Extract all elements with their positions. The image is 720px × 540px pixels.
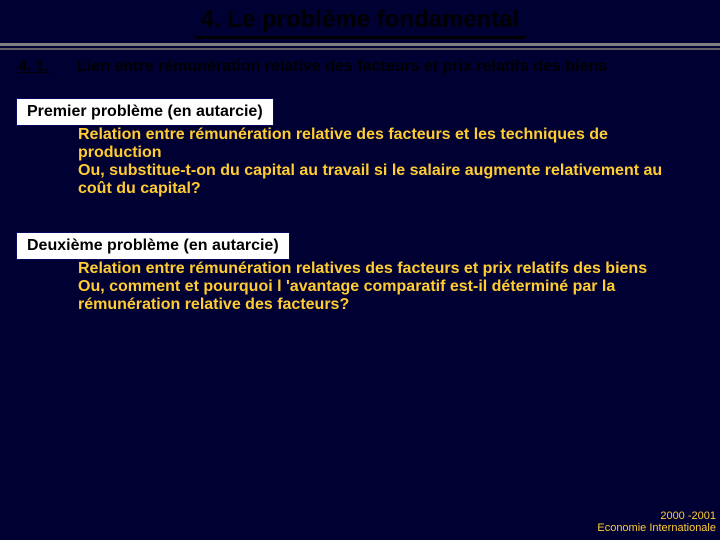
slide-title: 4. Le problème fondamental bbox=[195, 6, 526, 39]
paragraph-1: Relation entre rémunération relative des… bbox=[78, 126, 690, 162]
divider-thick bbox=[0, 43, 720, 46]
paragraph-2: Ou, substitue-t-on du capital au travail… bbox=[78, 162, 690, 198]
box-problem-2: Deuxième problème (en autarcie) bbox=[16, 232, 290, 260]
section-text: Lien entre rémunération relative des fac… bbox=[77, 58, 607, 76]
paragraph-4: Ou, comment et pourquoi l 'avantage comp… bbox=[78, 278, 690, 314]
section-subtitle: 4. 1. Lien entre rémunération relative d… bbox=[0, 50, 720, 76]
footer: 2000 -2001 Economie Internationale bbox=[597, 510, 716, 534]
section-number: 4. 1. bbox=[18, 58, 49, 76]
footer-year: 2000 -2001 bbox=[597, 510, 716, 522]
paragraph-3: Relation entre rémunération relatives de… bbox=[78, 260, 690, 278]
box-problem-1: Premier problème (en autarcie) bbox=[16, 98, 274, 126]
footer-course: Economie Internationale bbox=[597, 522, 716, 534]
